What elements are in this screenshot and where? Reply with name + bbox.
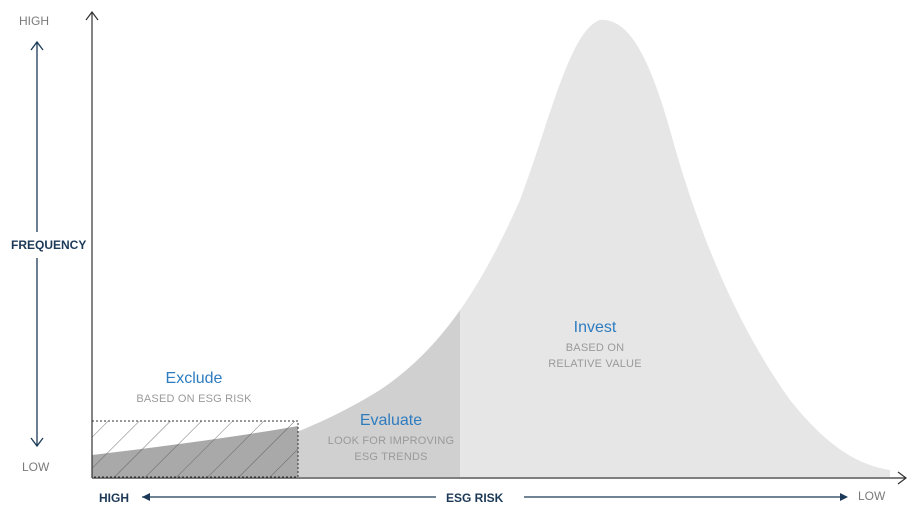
esg-risk-arrowhead-right (840, 493, 848, 501)
exclude-box (91, 420, 299, 478)
y-axis-low-label: LOW (22, 460, 50, 474)
y-axis-arrowhead (85, 11, 99, 21)
evaluate-subtitle-line1: LOOK FOR IMPROVING (327, 435, 455, 447)
distribution-region-evaluate (92, 310, 460, 477)
exclude-subtitle: BASED ON ESG RISK (136, 393, 252, 405)
esg-risk-arrowhead-left (142, 493, 150, 501)
x-axis-high-label: HIGH (99, 491, 129, 505)
invest-subtitle-line1: BASED ON (565, 342, 625, 354)
evaluate-title: Evaluate (359, 412, 423, 429)
frequency-arrowhead-down (30, 437, 44, 448)
y-axis-title: FREQUENCY (11, 238, 87, 252)
evaluate-subtitle-line2: ESG TRENDS (354, 451, 428, 463)
y-axis-high-label: HIGH (19, 14, 49, 28)
frequency-arrowhead-up (30, 40, 44, 51)
x-axis-arrowhead (897, 471, 907, 485)
exclude-title: Exclude (165, 370, 223, 387)
invest-title: Invest (573, 319, 617, 336)
x-axis-low-label: LOW (858, 489, 886, 503)
x-axis-title: ESG RISK (446, 491, 504, 505)
distribution-curve-invest (92, 19, 890, 477)
invest-subtitle-line2: RELATIVE VALUE (548, 358, 642, 370)
